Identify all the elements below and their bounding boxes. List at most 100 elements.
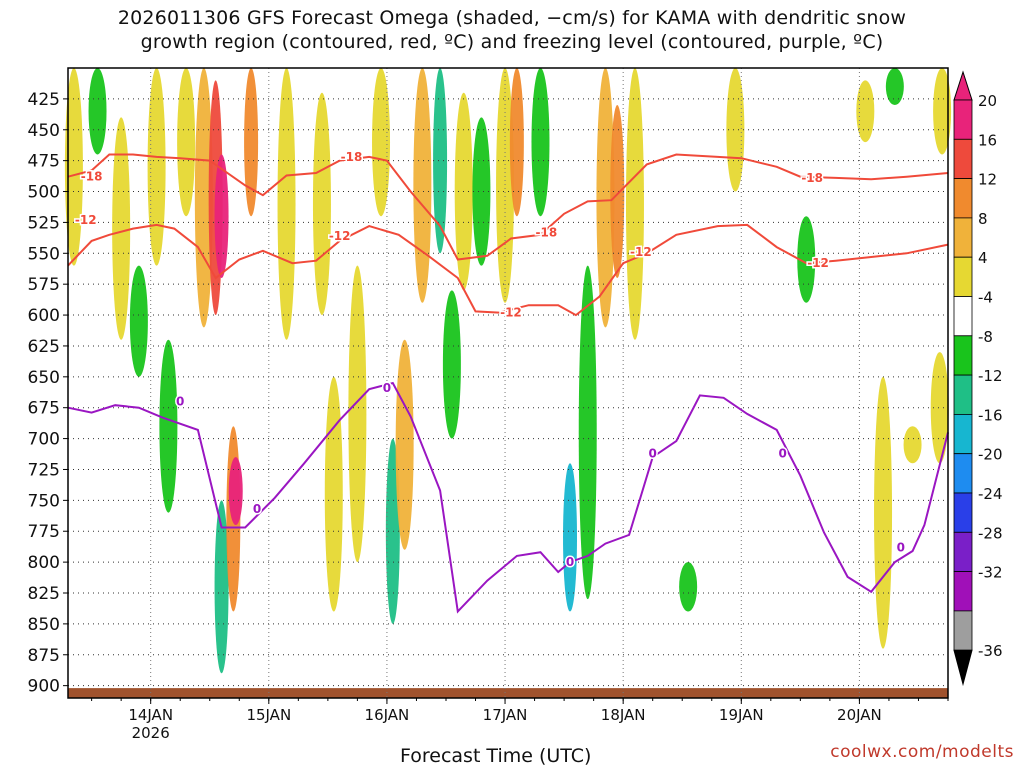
chart-title-line2: growth region (contoured, red, ºC) and f… [140, 31, 884, 53]
colorbar-swatch-12 [953, 178, 973, 219]
omega-cell-26 [496, 67, 515, 303]
y-tick-label-850: 850 [28, 615, 60, 635]
omega-cell-39 [885, 68, 904, 106]
y-tick-label-425: 425 [28, 90, 60, 110]
omega-cell-21 [413, 67, 432, 303]
contour-label-2-0: 0 [176, 395, 184, 409]
colorbar-label-16: 16 [978, 131, 997, 149]
contour-label-1-4: -12 [807, 256, 829, 270]
contours: -18 -18 -18 -18 -12 -12 -12 -12 -12 0 0 0 0 0 0 0 [67, 148, 949, 614]
contour-label-2-1: 0 [253, 502, 261, 516]
x-tick-sublabel-14JAN: 2026 [132, 724, 170, 742]
y-tick-label-550: 550 [28, 244, 60, 264]
omega-cell-13 [244, 68, 259, 217]
colorbar-swatch-16 [953, 138, 973, 180]
omega-cell-0 [64, 68, 83, 266]
source-credit: coolwx.com/modelts [830, 742, 1014, 762]
omega-cell-25 [472, 117, 491, 266]
x-tick-label-16JAN: 16JAN [365, 706, 410, 724]
colorbar-swatch-8 [953, 217, 973, 258]
omega-cell-14 [277, 68, 296, 340]
y-tick-label-750: 750 [28, 491, 60, 511]
omega-cell-20 [395, 339, 414, 550]
omega-cell-41 [930, 352, 949, 464]
x-tick-label-18JAN: 18JAN [601, 706, 646, 724]
colorbar-swatch--12 [953, 374, 973, 415]
contour-label-2-5: 0 [778, 446, 786, 460]
contour-label-0-0: -18 [81, 170, 103, 184]
colorbar-label--24: -24 [978, 485, 1003, 503]
x-axis-title: Forecast Time (UTC) [400, 745, 592, 767]
colorbar-label--16: -16 [978, 406, 1003, 424]
omega-cell-9 [214, 154, 229, 278]
colorbar-bottom-arrow [953, 649, 973, 687]
chart-title: 2026011306 GFS Forecast Omega (shaded, −… [0, 6, 1024, 54]
y-tick-label-700: 700 [28, 430, 60, 450]
omega-cell-6 [177, 68, 196, 217]
y-tick-label-900: 900 [28, 677, 60, 697]
colorbar-label-4: 4 [978, 249, 988, 267]
y-tick-label-525: 525 [28, 213, 60, 233]
y-tick-label-600: 600 [28, 306, 60, 326]
x-tick-label-15JAN: 15JAN [246, 706, 291, 724]
omega-cell-18 [372, 68, 391, 217]
y-tick-label-875: 875 [28, 646, 60, 666]
x-tick-label-14JAN: 14JAN [128, 706, 173, 724]
contour-line-2 [67, 381, 949, 614]
contour-label-2-6: 0 [897, 540, 905, 554]
contour-label-0-1: -18 [341, 150, 363, 164]
colorbar-label-8: 8 [978, 210, 988, 228]
colorbar-swatch--16 [953, 413, 973, 455]
omega-cell-7 [194, 68, 213, 328]
omega-cell-42 [933, 68, 952, 155]
y-tick-label-500: 500 [28, 183, 60, 203]
omega-cell-3 [129, 265, 148, 377]
contour-label-2-4: 0 [649, 446, 657, 460]
y-tick-label-625: 625 [28, 337, 60, 357]
omega-cell-30 [578, 265, 597, 600]
omega-cell-10 [214, 500, 229, 674]
omega-cell-34 [679, 562, 698, 612]
omega-cell-2 [112, 117, 131, 340]
colorbar-label-20: 20 [978, 92, 997, 110]
y-tick-label-800: 800 [28, 553, 60, 573]
omega-cell-22 [433, 68, 448, 254]
contour-label-2-2: 0 [383, 381, 391, 395]
omega-cell-32 [610, 105, 625, 278]
colorbar-swatch--20 [953, 453, 973, 494]
omega-cell-15 [312, 92, 331, 316]
omega-cell-29 [563, 463, 578, 612]
y-tick-label-725: 725 [28, 460, 60, 480]
omega-cell-1 [88, 68, 107, 155]
omega-cell-40 [903, 426, 922, 464]
contour-label-0-3: -18 [801, 171, 823, 185]
omega-cell-27 [509, 68, 524, 217]
colorbar-swatch-4 [953, 256, 973, 297]
omega-cell-35 [726, 68, 745, 192]
contour-line-0 [67, 153, 949, 261]
colorbar-label--20: -20 [978, 446, 1003, 464]
x-tick-label-19JAN: 19JAN [719, 706, 764, 724]
x-tick-label-20JAN: 20JAN [837, 706, 882, 724]
colorbar: 20 16 12 8 4 -4 -8 -12 -16 -20 -24 -28 -32 -36 [953, 70, 1003, 687]
y-axis: 425 450 475 500 525 550 575 600 625 650 675 700 725 7… [28, 90, 68, 697]
colorbar-swatch--28 [953, 531, 973, 572]
y-tick-label-575: 575 [28, 275, 60, 295]
ground-surface [68, 688, 948, 698]
colorbar-swatch--32 [953, 571, 973, 612]
colorbar-label--12: -12 [978, 367, 1003, 385]
omega-cell-37 [856, 80, 875, 143]
colorbar-label-12: 12 [978, 171, 997, 189]
y-tick-label-650: 650 [28, 368, 60, 388]
y-tick-label-450: 450 [28, 121, 60, 141]
omega-cell-31 [596, 68, 615, 328]
omega-cell-17 [348, 265, 367, 563]
colorbar-swatch--24 [953, 492, 973, 533]
contour-line-1 [67, 223, 949, 317]
colorbar-label--36: -36 [978, 642, 1003, 660]
omega-cell-16 [324, 376, 343, 612]
contour-label-2-3: 0 [566, 555, 574, 569]
colorbar-swatch--36 [953, 610, 973, 651]
